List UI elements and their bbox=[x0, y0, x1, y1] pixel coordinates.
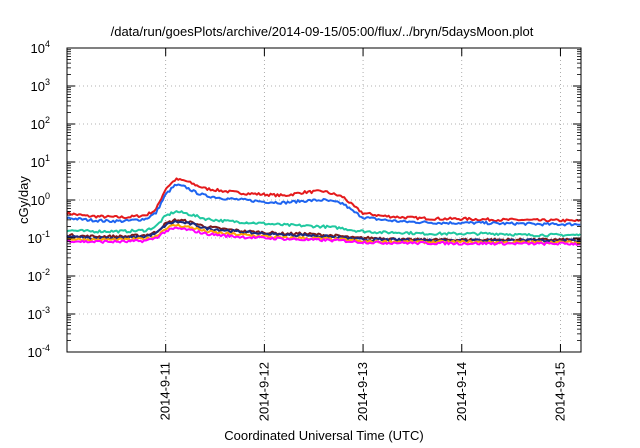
x-tick-label: 2014-9-13 bbox=[355, 362, 370, 421]
x-tick-label: 2014-9-12 bbox=[256, 362, 271, 421]
series-line-1 bbox=[66, 177, 581, 223]
x-tick-labels: 2014-9-11 2014-9-12 2014-9-13 2014-9-14 2014… bbox=[158, 362, 568, 421]
x-tick-label: 2014-9-11 bbox=[158, 362, 173, 420]
y-tick-label: 10-3 bbox=[28, 305, 50, 322]
y-tick-label: 102 bbox=[31, 115, 50, 132]
y-tick-labels: 10-4 10-3 10-2 10-1 100 101 102 103 104 bbox=[28, 39, 50, 360]
ticks bbox=[67, 47, 581, 353]
y-tick-label: 10-4 bbox=[28, 343, 50, 360]
series-line-3 bbox=[66, 210, 581, 238]
y-tick-label: 101 bbox=[31, 153, 50, 170]
y-tick-label: 104 bbox=[31, 39, 50, 56]
series-line-2 bbox=[66, 183, 581, 227]
y-tick-label: 10-1 bbox=[28, 229, 50, 246]
x-axis-label: Coordinated Universal Time (UTC) bbox=[224, 428, 423, 443]
plot-area bbox=[66, 47, 582, 353]
series-group bbox=[66, 177, 581, 246]
x-tick-label: 2014-9-15 bbox=[552, 362, 567, 421]
y-tick-label: 10-2 bbox=[28, 267, 50, 284]
y-tick-label: 100 bbox=[31, 191, 50, 208]
y-axis-label: cGy/day bbox=[16, 176, 31, 224]
y-tick-label: 103 bbox=[31, 77, 50, 94]
chart-title: /data/run/goesPlots/archive/2014-09-15/0… bbox=[111, 24, 534, 39]
series-line-5 bbox=[66, 220, 581, 243]
series-line-7 bbox=[66, 226, 581, 246]
x-tick-label: 2014-9-14 bbox=[454, 362, 469, 421]
